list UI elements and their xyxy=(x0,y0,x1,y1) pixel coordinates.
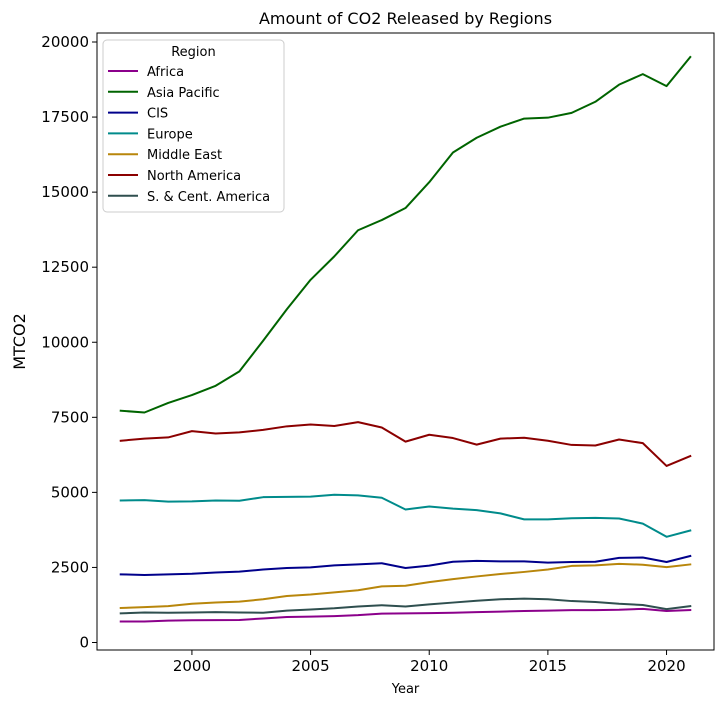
y-tick-label: 20000 xyxy=(41,33,89,51)
y-tick-label: 2500 xyxy=(51,558,89,576)
legend-label-1: Asia Pacific xyxy=(147,86,220,101)
x-axis-title: Year xyxy=(391,682,420,697)
series-line-0 xyxy=(119,607,692,623)
legend-label-5: North America xyxy=(147,169,241,184)
y-tick-label: 5000 xyxy=(51,483,89,501)
y-tick-label: 0 xyxy=(79,633,89,651)
y-tick-label: 7500 xyxy=(51,408,89,426)
chart-title: Amount of CO2 Released by Regions xyxy=(259,9,552,28)
legend-box xyxy=(102,39,285,213)
series-line-6 xyxy=(119,597,692,615)
legend: Region Africa Asia Pacific CIS Europe Middle… xyxy=(102,39,285,213)
legend-items: Africa Asia Pacific CIS Europe Middle East No… xyxy=(108,65,270,205)
x-axis: 2000 2005 2010 2015 2020 xyxy=(173,650,686,675)
y-tick-label: 17500 xyxy=(41,108,89,126)
series-line-4 xyxy=(119,562,692,610)
plot-frame xyxy=(96,32,715,651)
legend-label-6: S. & Cent. America xyxy=(147,190,270,205)
legend-label-4: Middle East xyxy=(147,148,222,163)
x-tick-label: 2015 xyxy=(529,657,567,675)
x-tick-label: 2000 xyxy=(173,657,211,675)
legend-label-2: CIS xyxy=(147,107,168,122)
legend-title: Region xyxy=(171,45,216,60)
y-axis-title: MTCO2 xyxy=(10,313,29,370)
x-tick-label: 2020 xyxy=(647,657,685,675)
y-tick-label: 12500 xyxy=(41,258,89,276)
x-tick-label: 2005 xyxy=(291,657,329,675)
series-line-5 xyxy=(119,421,692,467)
series-line-3 xyxy=(119,493,692,538)
series-line-1 xyxy=(119,55,692,414)
series-line-2 xyxy=(119,554,692,576)
series-layer xyxy=(119,55,692,623)
y-tick-label: 10000 xyxy=(41,333,89,351)
legend-label-3: Europe xyxy=(147,127,193,142)
y-axis: 0 2500 5000 7500 10000 12500 15000 17500 20000 xyxy=(41,33,97,651)
y-tick-label: 15000 xyxy=(41,183,89,201)
legend-label-0: Africa xyxy=(147,65,184,80)
x-tick-label: 2010 xyxy=(410,657,448,675)
